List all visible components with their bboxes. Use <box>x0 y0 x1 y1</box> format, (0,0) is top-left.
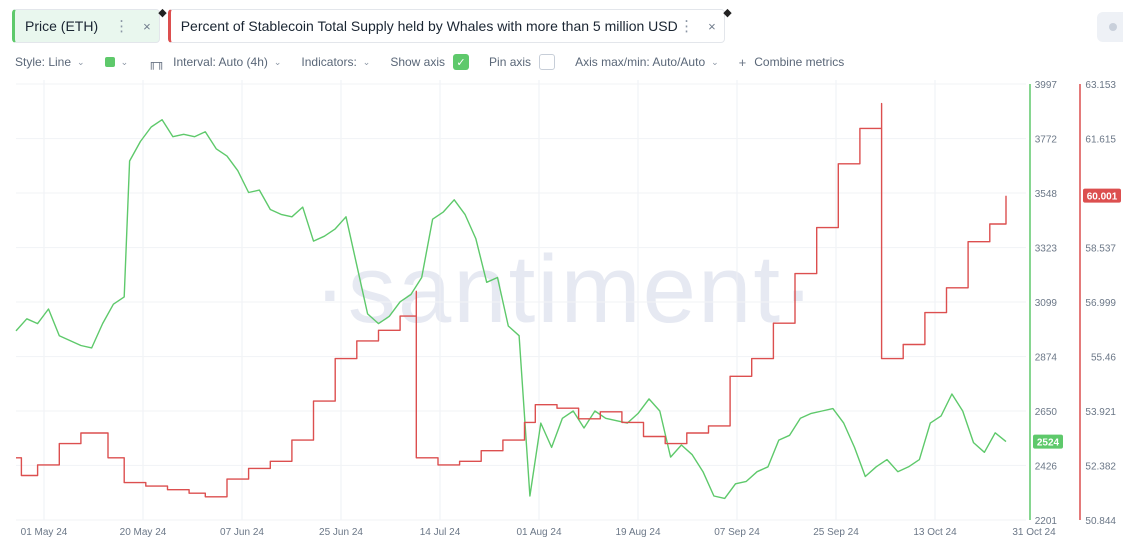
chevron-down-icon: ⌄ <box>273 56 282 67</box>
combine-metrics-label: Combine metrics <box>754 55 845 69</box>
tab-price-eth[interactable]: Price (ETH) ⋮ × ◆ <box>12 7 167 43</box>
x-tick-label: 01 May 24 <box>21 527 68 538</box>
y-left-tick-label: 3997 <box>1035 80 1058 91</box>
x-tick-label: 25 Sep 24 <box>813 527 859 538</box>
y-right-tick-label: 61.615 <box>1085 134 1116 145</box>
price-last-value-badge <box>1033 434 1063 449</box>
checkbox-checked-icon[interactable]: ✓ <box>453 54 470 70</box>
color-picker[interactable]: ⌄ <box>104 56 129 68</box>
pin-axis-toggle[interactable]: Pin axis <box>489 54 556 70</box>
chart-toolbar: Style: Line ⌄ ⌄ ╓╖ Interval: Auto (4h) ⌄ I… <box>15 52 864 72</box>
whale-last-value-label: 60.001 <box>1087 192 1118 203</box>
chevron-down-icon: ⌄ <box>120 56 129 67</box>
y-left-tick-label: 2201 <box>1035 516 1058 527</box>
watermark: ·santiment· <box>314 236 816 343</box>
eth-price-line[interactable] <box>15 118 1007 500</box>
plus-icon: + <box>738 54 747 70</box>
x-tick-label: 31 Oct 24 <box>1012 527 1056 538</box>
indicators-label: Indicators: <box>301 55 357 69</box>
close-icon[interactable]: × <box>708 18 716 34</box>
y-left-tick-label: 3323 <box>1035 244 1058 255</box>
y-left-tick-label: 3772 <box>1035 135 1058 146</box>
style-dropdown[interactable]: Style: Line ⌄ <box>15 55 85 69</box>
interval-dropdown[interactable]: ╓╖ Interval: Auto (4h) ⌄ <box>148 55 281 69</box>
ethereum-icon: ◆ <box>723 7 732 19</box>
side-panel-toggle[interactable] <box>1097 12 1123 42</box>
price-last-value-label: 2524 <box>1037 438 1060 449</box>
more-options-icon[interactable]: ⋮ <box>114 18 130 35</box>
y-left-tick-label: 3548 <box>1035 189 1058 200</box>
ethereum-icon: ◆ <box>158 7 167 19</box>
show-axis-label: Show axis <box>390 55 446 69</box>
dot-icon <box>1109 23 1117 31</box>
indicators-dropdown[interactable]: Indicators: ⌄ <box>301 55 370 69</box>
checkbox-unchecked-icon[interactable] <box>539 54 556 70</box>
style-label: Style: Line <box>15 55 72 69</box>
more-options-icon[interactable]: ⋮ <box>679 18 695 35</box>
y-right-tick-label: 56.999 <box>1085 298 1116 309</box>
y-left-tick-label: 2650 <box>1035 407 1058 418</box>
x-tick-label: 19 Aug 24 <box>615 527 660 538</box>
x-tick-label: 20 May 24 <box>120 527 167 538</box>
close-icon[interactable]: × <box>143 18 151 34</box>
tab-whale-stablecoin-supply[interactable]: Percent of Stablecoin Total Supply held … <box>167 7 732 43</box>
y-left-tick-label: 2426 <box>1035 461 1058 472</box>
y-right-tick-label: 55.46 <box>1091 352 1116 363</box>
chevron-down-icon: ⌄ <box>362 56 371 67</box>
y-left-tick-label: 3099 <box>1035 298 1058 309</box>
whale-supply-line[interactable] <box>16 102 1007 498</box>
tab-label: Price (ETH) <box>25 18 99 34</box>
y-right-tick-label: 50.844 <box>1085 516 1116 527</box>
interval-label: Interval: Auto (4h) <box>173 55 268 69</box>
chevron-down-icon: ⌄ <box>711 56 719 67</box>
axis-maxmin-label: Axis max/min: Auto/Auto <box>575 55 706 69</box>
y-right-tick-label: 53.921 <box>1085 407 1116 418</box>
show-axis-toggle[interactable]: Show axis ✓ <box>390 54 470 70</box>
interval-icon: ╓╖ <box>148 55 166 69</box>
y-left-tick-label: 2874 <box>1035 353 1058 364</box>
x-tick-label: 07 Jun 24 <box>220 527 264 538</box>
x-tick-label: 14 Jul 24 <box>420 527 461 538</box>
whale-last-value-badge <box>1083 188 1121 203</box>
x-tick-label: 13 Oct 24 <box>913 527 957 538</box>
x-tick-label: 01 Aug 24 <box>516 527 561 538</box>
combine-metrics-button[interactable]: + Combine metrics <box>739 55 845 70</box>
tab-label: Percent of Stablecoin Total Supply held … <box>180 18 678 34</box>
y-right-tick-label: 63.153 <box>1085 80 1116 91</box>
y-right-tick-label: 58.537 <box>1085 244 1116 255</box>
axis-maxmin-dropdown[interactable]: Axis max/min: Auto/Auto ⌄ <box>575 55 719 69</box>
x-tick-label: 25 Jun 24 <box>319 527 363 538</box>
x-tick-label: 07 Sep 24 <box>714 527 760 538</box>
color-swatch <box>104 57 115 67</box>
pin-axis-label: Pin axis <box>489 55 532 69</box>
y-right-tick-label: 52.382 <box>1085 462 1116 473</box>
chevron-down-icon: ⌄ <box>77 56 85 67</box>
